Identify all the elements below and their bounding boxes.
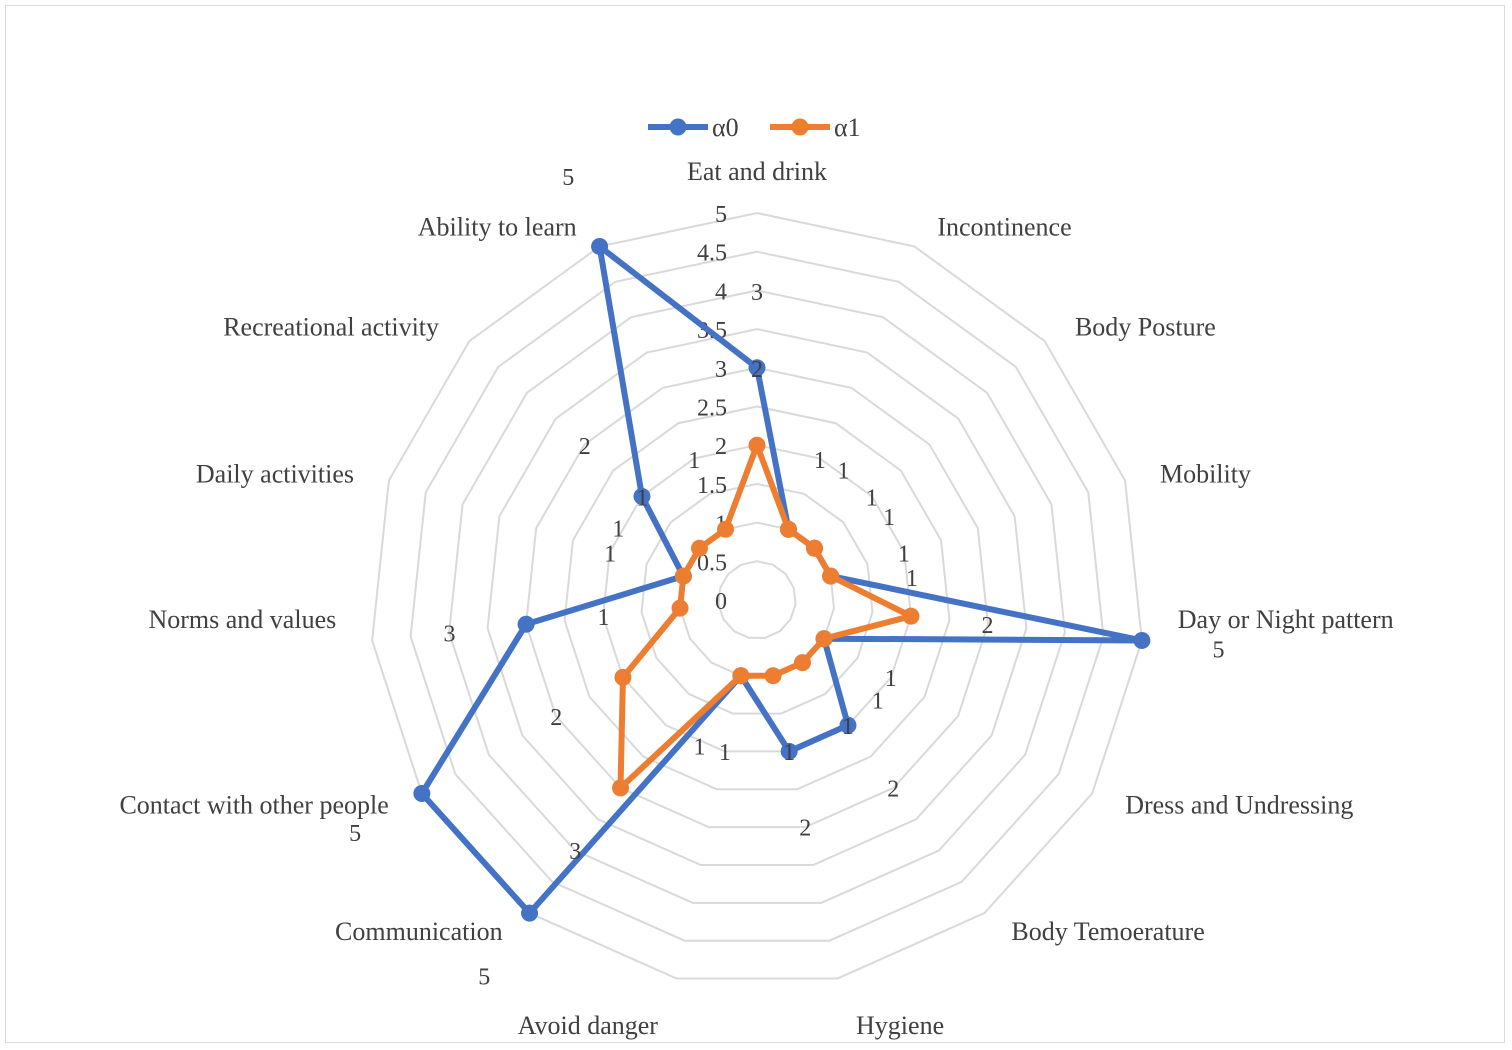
category-label: Norms and values: [148, 605, 336, 634]
data-label: 1: [693, 735, 705, 761]
data-label: 1: [866, 486, 878, 512]
data-point: [612, 779, 630, 797]
data-label: 2: [799, 816, 811, 842]
data-point: [822, 567, 840, 585]
data-point: [780, 742, 798, 760]
legend-marker: [791, 118, 809, 136]
data-label: 1: [604, 541, 616, 567]
data-label: 1: [885, 666, 897, 692]
tick-label: 1.5: [697, 473, 727, 499]
category-label: Contact with other people: [119, 791, 388, 820]
category-label: Communication: [335, 917, 503, 946]
tick-label: 3: [715, 357, 727, 383]
data-point: [748, 359, 766, 377]
series-line-α1: [617, 442, 914, 791]
legend-label: α1: [834, 113, 861, 142]
grid-ring: [371, 211, 1143, 980]
category-label: Day or Night pattern: [1178, 605, 1394, 634]
data-label: 1: [597, 605, 609, 631]
data-point: [413, 785, 431, 802]
data-point: [902, 607, 920, 625]
grid-rings: [371, 211, 1143, 980]
grid-ring: [640, 482, 874, 715]
data-point: [591, 237, 609, 255]
grid-ring: [563, 405, 951, 791]
category-label: Mobility: [1160, 460, 1251, 489]
data-label: 5: [1212, 638, 1224, 664]
data-label: 1: [814, 448, 826, 474]
category-label: Hygiene: [856, 1011, 944, 1040]
tick-label: 2: [715, 434, 727, 460]
data-point: [779, 520, 797, 538]
grid-ring: [448, 289, 1066, 904]
data-label: 1: [783, 740, 795, 766]
data-point: [764, 667, 782, 685]
data-point: [517, 615, 535, 633]
tick-label: 2.5: [697, 396, 727, 422]
data-label: 2: [550, 705, 562, 731]
data-label: 5: [349, 821, 361, 847]
data-label: 2: [982, 613, 994, 639]
legend: α0 α1: [648, 113, 861, 142]
data-point: [793, 654, 811, 672]
tick-label: 0: [715, 589, 727, 615]
data-point: [732, 667, 750, 685]
grid-ring: [525, 366, 989, 829]
legend-label: α0: [712, 113, 739, 142]
data-label: 1: [719, 740, 731, 766]
data-label: 1: [612, 517, 624, 543]
data-label: 3: [569, 839, 581, 865]
grid-ring: [717, 560, 797, 639]
data-label: 2: [887, 777, 899, 803]
grid-ring: [602, 444, 912, 753]
series-layer: [413, 237, 1151, 922]
data-point: [839, 716, 857, 734]
data-label: 1: [842, 714, 854, 740]
category-label: Incontinence: [937, 212, 1071, 241]
data-point: [521, 904, 539, 922]
data-label: 2: [751, 357, 763, 383]
data-label: 2: [579, 434, 591, 460]
grid-ring: [486, 328, 1028, 866]
tick-label: 5: [715, 202, 727, 228]
data-label: 5: [562, 165, 574, 191]
data-point: [717, 520, 735, 538]
category-label: Dress and Undressing: [1125, 791, 1353, 820]
tick-label: 4.5: [697, 241, 727, 267]
grid-ring: [409, 250, 1105, 942]
data-label: 1: [872, 689, 884, 715]
data-label: 5: [478, 964, 490, 990]
data-label: 1: [636, 486, 648, 512]
category-label: Avoid danger: [518, 1011, 659, 1040]
data-label: 1: [688, 448, 700, 474]
tick-label: 4: [715, 279, 727, 305]
data-point: [806, 539, 824, 557]
category-label: Body Temoerature: [1011, 917, 1204, 946]
data-point: [633, 487, 651, 505]
data-point: [1133, 631, 1151, 649]
data-point: [614, 668, 632, 686]
category-label: Recreational activity: [223, 312, 439, 341]
category-labels: Eat and drink Incontinence Body Posture Mob…: [119, 157, 1393, 1040]
data-label: 3: [443, 621, 455, 647]
category-label: Daily activities: [196, 460, 354, 489]
data-point: [671, 599, 689, 617]
category-label: Eat and drink: [687, 157, 827, 186]
data-point: [815, 630, 833, 648]
data-point: [748, 436, 766, 454]
legend-marker: [669, 118, 687, 136]
data-label: 1: [883, 505, 895, 531]
data-point: [690, 539, 708, 557]
data-label: 1: [898, 541, 910, 567]
chart-frame: [5, 5, 1505, 1043]
data-point: [674, 567, 692, 585]
category-label: Body Posture: [1075, 312, 1216, 341]
data-label: 3: [751, 280, 763, 306]
data-label: 1: [906, 566, 918, 592]
data-label: 1: [838, 459, 850, 485]
category-label: Ability to learn: [418, 212, 577, 241]
